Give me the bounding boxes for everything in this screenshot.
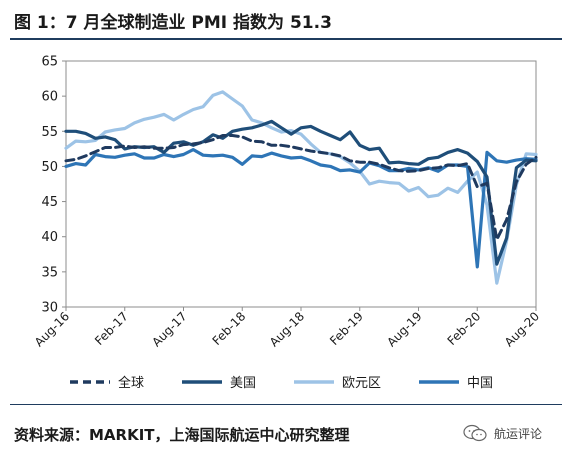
legend-swatch-global xyxy=(70,379,110,384)
source-note: 资料来源：MARKIT，上海国际航运中心研究整理 xyxy=(14,426,350,444)
legend-label-china: 中国 xyxy=(467,376,494,391)
y-tick-label: 35 xyxy=(41,265,58,280)
legend-swatch-eurozone xyxy=(294,379,335,384)
legend-label-eurozone: 欧元区 xyxy=(342,376,382,391)
series-line-global xyxy=(64,134,538,241)
y-tick-label: 50 xyxy=(41,160,58,175)
y-tick-label: 40 xyxy=(41,230,58,245)
legend-label-global: 全球 xyxy=(118,376,145,391)
legend-swatch-china xyxy=(419,379,460,384)
y-tick-label: 30 xyxy=(41,301,58,316)
chart-legend: 全球 美国 欧元区 中国 xyxy=(70,372,531,391)
y-tick-label: 65 xyxy=(41,55,58,70)
legend-swatch-us xyxy=(182,379,223,384)
legend-item-global: 全球 xyxy=(70,372,144,391)
title-divider xyxy=(10,38,562,40)
series-line-china xyxy=(64,148,538,269)
x-tick-label: Aug-20 xyxy=(502,309,542,349)
watermark: 航运评论 xyxy=(462,424,542,442)
x-tick-label: Feb-17 xyxy=(92,309,131,348)
x-tick-label: Aug-17 xyxy=(149,309,189,349)
x-tick-label: Aug-18 xyxy=(267,309,307,349)
x-tick-label: Aug-19 xyxy=(384,309,424,349)
x-tick-label: Feb-18 xyxy=(210,309,249,348)
chart-title: 图 1：7 月全球制造业 PMI 指数为 51.3 xyxy=(14,13,332,33)
x-tick-label: Feb-20 xyxy=(445,309,484,348)
series-line-eurozone xyxy=(64,90,538,285)
legend-item-us: 美国 xyxy=(182,372,256,391)
legend-item-eurozone: 欧元区 xyxy=(294,372,381,391)
footer-divider xyxy=(10,404,562,405)
x-tick-label: Feb-19 xyxy=(327,309,366,348)
legend-item-china: 中国 xyxy=(419,372,493,391)
y-tick-label: 60 xyxy=(41,90,58,105)
y-tick-label: 45 xyxy=(41,195,58,210)
series-line-us xyxy=(64,119,538,266)
y-tick-label: 55 xyxy=(41,125,58,140)
watermark-text: 航运评论 xyxy=(494,426,543,441)
legend-label-us: 美国 xyxy=(230,376,257,391)
wechat-icon xyxy=(463,424,487,442)
